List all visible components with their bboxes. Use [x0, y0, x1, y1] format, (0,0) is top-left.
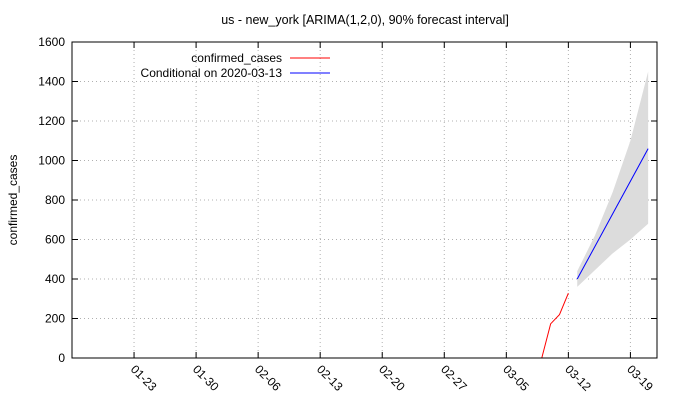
y-tick-label: 1600 [38, 35, 65, 49]
forecast-interval-band [577, 71, 649, 287]
y-axis-ticks: 0 200 400 600 800 1000 1200 1400 1600 [38, 35, 657, 365]
series-line [576, 148, 649, 280]
y-axis-label: confirmed_cases [6, 155, 20, 246]
y-tick-label: 400 [45, 272, 65, 286]
y-tick-label: 200 [45, 312, 65, 326]
x-tick-label: 03-19 [624, 362, 656, 394]
grid [72, 42, 657, 358]
y-tick-label: 1200 [38, 114, 65, 128]
x-axis-ticks: 01-23 01-30 02-06 02-13 02-20 02-27 03-05 03-12… [128, 42, 656, 394]
y-tick-label: 800 [45, 193, 65, 207]
interval-area [577, 71, 649, 287]
x-tick-label: 02-20 [376, 362, 408, 394]
y-tick-label: 600 [45, 233, 65, 247]
y-tick-label: 1400 [38, 75, 65, 89]
x-tick-label: 01-23 [128, 362, 160, 394]
series-lines [541, 148, 649, 359]
x-tick-label: 01-30 [190, 362, 222, 394]
chart-title: us - new_york [ARIMA(1,2,0), 90% forecas… [221, 13, 509, 27]
legend-label: Conditional on 2020-03-13 [141, 66, 283, 80]
legend-label: confirmed_cases [191, 51, 282, 65]
x-tick-label: 03-05 [500, 362, 532, 394]
x-tick-label: 03-12 [562, 362, 594, 394]
series-line [541, 293, 569, 359]
y-tick-label: 0 [58, 351, 65, 365]
x-tick-label: 02-13 [314, 362, 346, 394]
y-tick-label: 1000 [38, 154, 65, 168]
x-tick-label: 02-27 [438, 362, 470, 394]
x-tick-label: 02-06 [252, 362, 284, 394]
